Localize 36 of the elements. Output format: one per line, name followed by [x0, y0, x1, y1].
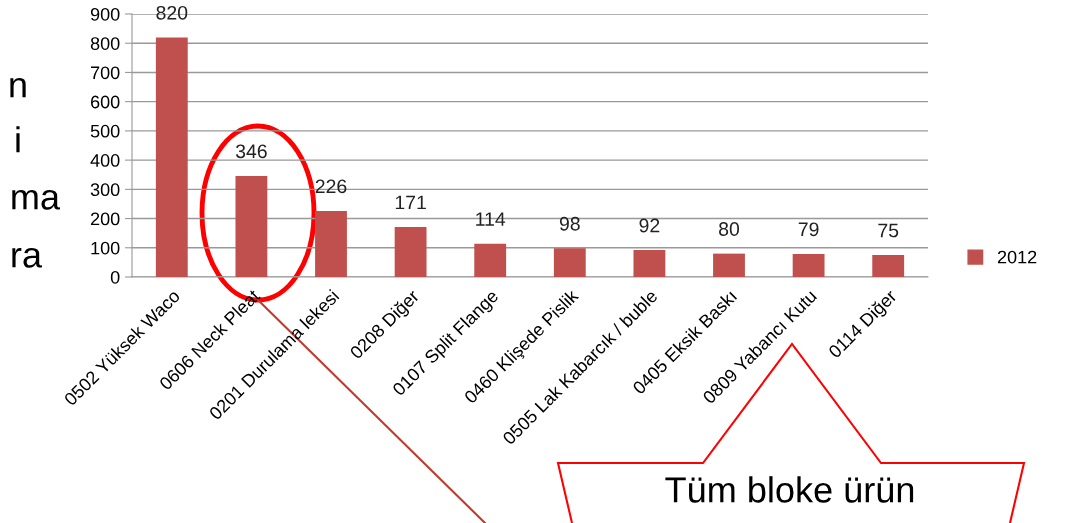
data-label: 114 [476, 212, 506, 226]
text: i [16, 126, 20, 153]
y-tick-label: 300 [90, 183, 120, 197]
y-tick-label: 800 [90, 37, 120, 50]
bar [633, 250, 666, 277]
data-label: 346 [235, 144, 267, 159]
y-tick-label: 0 [110, 270, 120, 284]
bar [553, 248, 586, 277]
data-label: 92 [639, 218, 660, 233]
data-label: 79 [798, 222, 819, 237]
bar [155, 37, 188, 277]
y-tick-label: 500 [90, 124, 120, 138]
data-label: 226 [315, 179, 347, 194]
bar [713, 253, 745, 277]
y-tick-label: 700 [91, 66, 120, 80]
data-label: 80 [719, 222, 740, 236]
bar [394, 227, 427, 277]
y-tick-label: 900 [90, 7, 120, 21]
legend-label: 2012 [997, 250, 1037, 264]
data-label: 820 [156, 5, 188, 20]
text: ma [12, 189, 60, 210]
y-tick-label: 100 [91, 241, 120, 255]
y-tick-label: 600 [90, 95, 120, 109]
text: Tüm bloke ürün [665, 476, 914, 503]
bar [235, 175, 268, 277]
bar [792, 253, 825, 277]
bar [474, 243, 507, 277]
bar [315, 210, 347, 277]
y-tick-label: 400 [90, 154, 120, 167]
data-label: 171 [395, 195, 426, 210]
text: ra [12, 247, 42, 268]
y-tick-label: 200 [90, 212, 120, 226]
bar [872, 255, 905, 277]
data-label: 98 [559, 216, 580, 231]
text: n [10, 77, 26, 98]
data-label: 75 [878, 223, 899, 238]
